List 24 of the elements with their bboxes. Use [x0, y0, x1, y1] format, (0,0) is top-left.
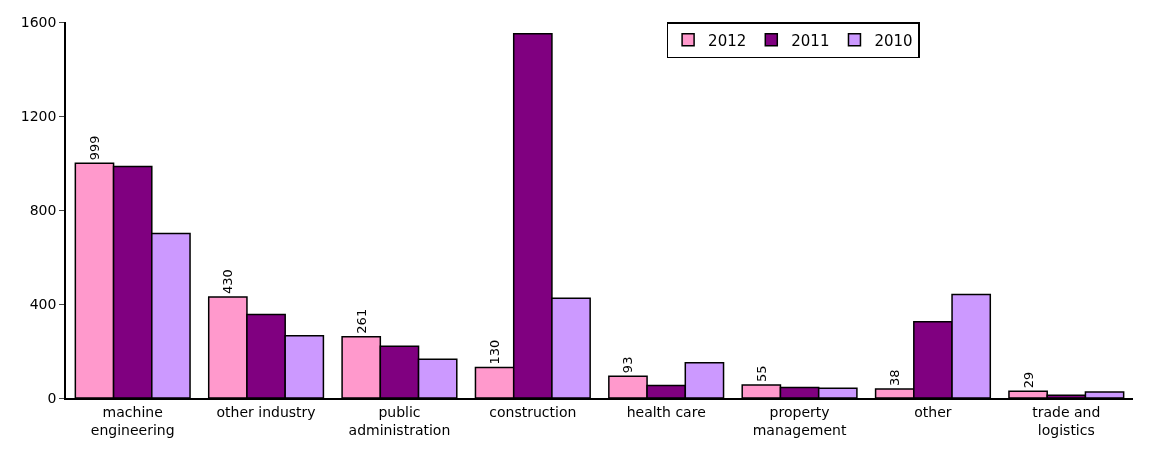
x-tick-label: health care: [626, 403, 706, 420]
data-label: 55: [753, 365, 769, 383]
data-label: 38: [887, 369, 903, 387]
y-tick-label: 800: [29, 201, 57, 218]
data-label: 130: [487, 339, 503, 365]
y-tick-label: 1600: [20, 13, 57, 30]
x-tick-label: other industry: [216, 403, 316, 420]
x-tick-label: machine engineering: [90, 403, 175, 438]
data-label: 29: [1020, 371, 1036, 389]
y-tick-label: 400: [29, 295, 57, 312]
legend-label: 2012: [708, 31, 747, 50]
x-tick-label: property management: [752, 403, 847, 438]
y-tick-label: 1200: [20, 107, 57, 124]
legend-label: 2010: [874, 31, 913, 50]
x-tick-label: public administration: [348, 403, 451, 438]
x-tick-label: trade and logistics: [1032, 403, 1101, 438]
data-label: 430: [220, 269, 236, 294]
x-tick-label: construction: [489, 403, 577, 420]
legend-label: 2011: [791, 31, 830, 50]
data-label: 261: [353, 308, 369, 334]
data-label: 999: [86, 135, 102, 161]
x-tick-label: other: [914, 403, 952, 420]
y-tick-label: 0: [47, 389, 57, 406]
data-label: 93: [620, 356, 636, 374]
